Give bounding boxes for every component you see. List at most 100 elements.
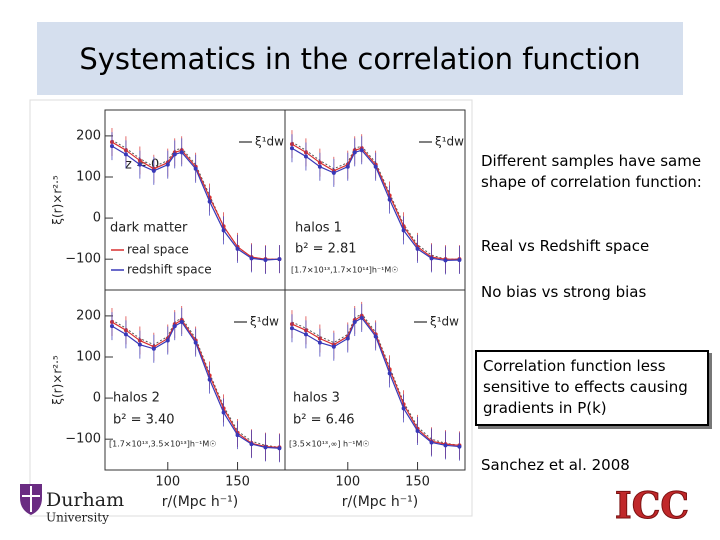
point: [179, 320, 184, 325]
y-tick-label: 200: [76, 128, 101, 143]
series-line: [291, 141, 460, 260]
point: [443, 443, 448, 448]
logo-icc: ICC: [615, 485, 689, 527]
x-tick-label: 100: [155, 475, 180, 490]
note: Real vs Redshift space: [481, 237, 650, 255]
point: [401, 406, 406, 411]
point: [443, 258, 448, 263]
point: [249, 256, 254, 261]
point: [165, 338, 170, 343]
logo-text: Durham: [46, 489, 124, 511]
point: [345, 164, 350, 169]
point: [359, 315, 364, 320]
reference: Sanchez et al. 2008: [481, 456, 630, 474]
point: [303, 332, 308, 337]
point: [109, 144, 114, 149]
point: [179, 150, 184, 155]
point: [207, 199, 212, 204]
x-tick-label: 150: [225, 475, 250, 490]
point: [172, 152, 177, 157]
annotation: dark matter: [110, 221, 188, 236]
series-line: [291, 315, 460, 446]
point: [429, 256, 434, 261]
point: [137, 342, 142, 347]
series-line: [111, 145, 280, 261]
y-axis-label: ξ(r)×r²·⁵: [51, 355, 65, 405]
annotation: halos 1: [295, 221, 342, 236]
figure-frame: [29, 99, 473, 517]
annotation: [1.7×10¹³,1.7×10¹⁴]h⁻¹M☉: [291, 266, 398, 275]
annotation: [3.5×10¹³,∞] h⁻¹M☉: [289, 440, 370, 449]
point: [263, 258, 268, 262]
point: [457, 444, 462, 449]
slide-title: Systematics in the correlation function: [37, 22, 683, 95]
y-tick-label: −100: [65, 252, 101, 267]
series-line: [111, 141, 280, 260]
series-line: [291, 313, 460, 446]
panel-frame: [284, 289, 466, 471]
point: [235, 433, 240, 438]
point: [373, 164, 378, 169]
point: [277, 446, 282, 451]
point: [317, 164, 322, 169]
point: [235, 246, 240, 251]
y-tick-label: 100: [76, 169, 101, 184]
point: [289, 326, 294, 331]
note: No bias vs strong bias: [481, 283, 647, 301]
annotation: b² = 2.81: [295, 242, 357, 257]
boxed-note: Correlation function less sensitive to e…: [475, 350, 709, 426]
y-tick-label: 0: [93, 211, 101, 226]
point: [331, 344, 336, 349]
x-axis-label: r/(Mpc h⁻¹): [342, 494, 418, 510]
point: [249, 442, 254, 447]
y-axis-label: ξ(r)×r²·⁵: [51, 175, 65, 225]
series-line: [291, 143, 460, 260]
point: [109, 324, 114, 329]
note: Different samples have same shape of cor…: [481, 152, 702, 191]
y-tick-label: −100: [65, 432, 101, 447]
point: [387, 371, 392, 376]
point: [193, 340, 198, 345]
annotation: halos 2: [113, 391, 160, 406]
point: [289, 146, 294, 151]
point: [331, 170, 336, 175]
point: [303, 154, 308, 159]
legend-label: ξ¹dw: [250, 315, 279, 329]
point: [415, 246, 420, 251]
series-line: [291, 147, 460, 262]
point: [415, 428, 420, 433]
point: [387, 197, 392, 202]
point: [221, 228, 226, 233]
series-line: [111, 317, 280, 448]
point: [345, 336, 350, 341]
annotation: b² = 3.40: [113, 413, 175, 428]
point: [352, 320, 357, 325]
point: [352, 150, 357, 155]
y-tick-label: 0: [93, 391, 101, 406]
point: [221, 410, 226, 415]
legend-label: ξ¹dw: [430, 315, 459, 329]
x-axis-label: r/(Mpc h⁻¹): [162, 494, 238, 510]
point: [137, 162, 142, 167]
point: [277, 257, 282, 262]
point: [263, 445, 268, 450]
point: [317, 340, 322, 345]
x-tick-label: 100: [335, 475, 360, 490]
point: [207, 377, 212, 382]
legend-label: ξ¹dw: [435, 135, 464, 149]
x-tick-label: 150: [405, 475, 430, 490]
series-line: [111, 319, 280, 448]
point: [401, 228, 406, 233]
point: [123, 332, 128, 337]
point: [429, 440, 434, 445]
point: [165, 162, 170, 167]
y-tick-label: 100: [76, 349, 101, 364]
point: [359, 148, 364, 153]
point: [457, 258, 462, 262]
annotation: halos 3: [293, 391, 340, 406]
legend-label: redshift space: [127, 263, 212, 277]
logo-text: University: [46, 511, 109, 525]
annotation: [1.7×10¹³,3.5×10¹³]h⁻¹M☉: [109, 440, 216, 449]
